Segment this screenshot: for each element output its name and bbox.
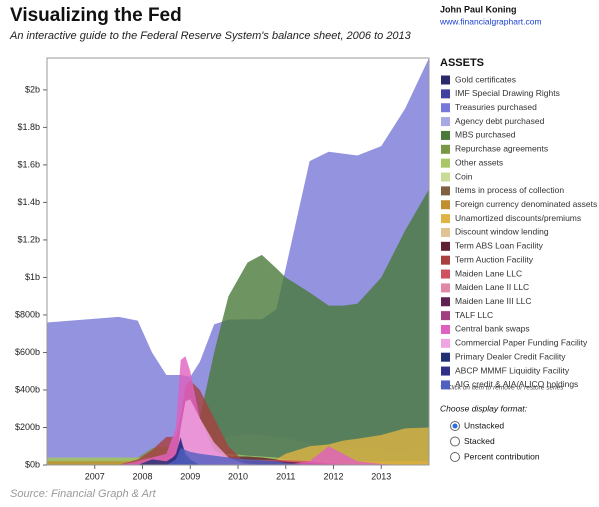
- legend-note: ** Click on item to remove or restore se…: [440, 385, 564, 392]
- legend-swatch[interactable]: [441, 255, 450, 265]
- legend-swatch[interactable]: [441, 130, 450, 140]
- legend-item[interactable]: Gold certificates: [455, 74, 516, 84]
- area: [47, 448, 429, 465]
- legend-item[interactable]: Treasuries purchased: [455, 102, 537, 112]
- legend-item[interactable]: Commercial Paper Funding Facility: [455, 338, 588, 348]
- legend-swatch[interactable]: [441, 75, 450, 85]
- legend-swatch[interactable]: [441, 297, 450, 307]
- x-tick-label: 2007: [85, 471, 105, 481]
- y-tick-label: $1.4b: [17, 197, 40, 207]
- legend-swatch[interactable]: [441, 117, 450, 127]
- legend-item[interactable]: ABCP MMMF Liquidity Facility: [455, 365, 570, 375]
- legend-item[interactable]: Agency debt purchased: [455, 116, 545, 126]
- radio-label[interactable]: Unstacked: [464, 420, 504, 430]
- y-tick-label: $200b: [15, 422, 40, 432]
- display-format-label: Choose display format:: [440, 403, 528, 413]
- legend-title: ASSETS: [440, 57, 484, 69]
- legend-swatch[interactable]: [441, 380, 450, 390]
- radio[interactable]: [450, 452, 460, 462]
- legend-item[interactable]: Primary Dealer Credit Facility: [455, 351, 566, 361]
- legend-item[interactable]: Other assets: [455, 157, 503, 167]
- legend-swatch[interactable]: [441, 352, 450, 362]
- legend-swatch[interactable]: [441, 89, 450, 99]
- legend-item[interactable]: TALF LLC: [455, 310, 493, 320]
- legend-swatch[interactable]: [441, 366, 450, 376]
- x-tick-label: 2010: [228, 471, 248, 481]
- legend-item[interactable]: Maiden Lane III LLC: [455, 296, 532, 306]
- radio-label[interactable]: Stacked: [464, 436, 495, 446]
- legend-item[interactable]: Central bank swaps: [455, 324, 530, 334]
- legend-swatch[interactable]: [441, 241, 450, 251]
- chart-title: Visualizing the Fed: [10, 5, 182, 26]
- url[interactable]: www.financialgraphart.com: [439, 16, 542, 26]
- legend-swatch[interactable]: [441, 338, 450, 348]
- legend-swatch[interactable]: [441, 103, 450, 113]
- legend-item[interactable]: AIG credit & AIA/ALICO holdings: [455, 379, 578, 389]
- x-tick-label: 2008: [132, 471, 152, 481]
- radio-dot: [452, 423, 458, 429]
- legend-swatch[interactable]: [441, 158, 450, 168]
- legend-item[interactable]: Term ABS Loan Facility: [455, 241, 544, 251]
- y-tick-label: $0b: [25, 459, 40, 469]
- legend-swatch[interactable]: [441, 186, 450, 196]
- legend-item[interactable]: Term Auction Facility: [455, 254, 534, 264]
- legend-swatch[interactable]: [441, 311, 450, 321]
- y-tick-label: $800b: [15, 309, 40, 319]
- legend-swatch[interactable]: [441, 214, 450, 224]
- radio-label[interactable]: Percent contribution: [464, 451, 540, 461]
- source: Source: Financial Graph & Art: [10, 488, 157, 500]
- y-tick-label: $1.6b: [17, 159, 40, 169]
- legend-item[interactable]: MBS purchased: [455, 130, 516, 140]
- legend-item[interactable]: Maiden Lane II LLC: [455, 282, 529, 292]
- legend-item[interactable]: Discount window lending: [455, 227, 549, 237]
- y-tick-label: $400b: [15, 384, 40, 394]
- x-tick-label: 2012: [323, 471, 343, 481]
- y-tick-label: $1b: [25, 272, 40, 282]
- chart-subtitle: An interactive guide to the Federal Rese…: [9, 30, 412, 42]
- legend-item[interactable]: Foreign currency denominated assets: [455, 199, 597, 209]
- radio[interactable]: [450, 436, 460, 447]
- legend-swatch[interactable]: [441, 200, 450, 210]
- legend-item[interactable]: Repurchase agreements: [455, 144, 548, 154]
- legend-swatch[interactable]: [441, 172, 450, 182]
- y-tick-label: $2b: [25, 84, 40, 94]
- x-tick-label: 2011: [276, 471, 295, 481]
- x-tick-label: 2009: [180, 471, 200, 481]
- y-tick-label: $600b: [15, 347, 40, 357]
- legend-swatch[interactable]: [441, 269, 450, 279]
- legend-item[interactable]: IMF Special Drawing Rights: [455, 88, 560, 98]
- legend-item[interactable]: Maiden Lane LLC: [455, 268, 522, 278]
- y-tick-label: $1.2b: [17, 234, 40, 244]
- legend-swatch[interactable]: [441, 324, 450, 334]
- legend-item[interactable]: Coin: [455, 171, 473, 181]
- legend-item[interactable]: Items in process of collection: [455, 185, 564, 195]
- legend-item[interactable]: Unamortized discounts/premiums: [455, 213, 581, 223]
- author: John Paul Koning: [440, 4, 517, 14]
- y-tick-label: $1.8b: [17, 122, 40, 132]
- area: [47, 189, 429, 465]
- legend-swatch[interactable]: [441, 227, 450, 237]
- legend-swatch[interactable]: [441, 283, 450, 293]
- x-tick-label: 2013: [371, 471, 391, 481]
- legend-swatch[interactable]: [441, 144, 450, 154]
